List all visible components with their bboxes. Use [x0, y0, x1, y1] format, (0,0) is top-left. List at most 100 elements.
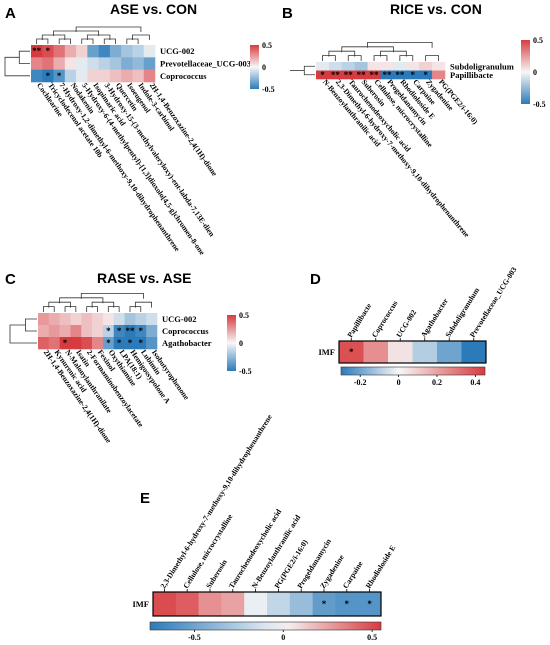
heatmap-cell	[38, 325, 50, 338]
heatmap-cell	[70, 325, 82, 338]
significance-mark: **	[382, 70, 392, 80]
heatmap-cell	[153, 592, 177, 617]
column-dendrogram	[43, 293, 152, 312]
heatmap-cell	[59, 325, 71, 338]
significance-mark: *	[106, 338, 111, 348]
heatmap-cell	[124, 325, 136, 338]
row-labels: IMF	[132, 599, 149, 609]
row-dendrogram	[9, 318, 37, 344]
heatmap-cell	[98, 69, 111, 83]
dendro-link	[25, 318, 37, 332]
heatmap-cell	[38, 337, 50, 350]
column-label: 2,3-Dimethyl-6-hydroxy-7-methoxy-9,10-di…	[158, 412, 274, 590]
colorbar-tick-label: 0.5	[533, 36, 543, 45]
heatmap-cell	[412, 341, 438, 364]
significance-mark: **	[125, 326, 135, 336]
heatmap-cell	[42, 69, 54, 83]
heatmap-cell	[87, 57, 99, 70]
heatmap-cell	[367, 62, 381, 71]
panel-title: ASE vs. CON	[110, 1, 197, 17]
significance-mark: *	[322, 599, 327, 609]
heatmap-cell	[267, 592, 291, 617]
heatmap-cell	[388, 341, 413, 364]
heatmap-cell	[64, 57, 77, 70]
heatmap-cell	[87, 45, 99, 58]
dendro-link	[18, 50, 30, 64]
colorbar-gradient	[250, 45, 259, 89]
colorbar-tick-label: 0	[397, 378, 401, 387]
heatmap-cell	[393, 70, 407, 80]
heatmap-cell	[432, 62, 446, 71]
heatmap-cells: * * *	[153, 592, 382, 617]
heatmap-cell	[221, 592, 245, 617]
colorbar-tick-label: 0	[262, 63, 266, 72]
heatmap-cell	[328, 62, 343, 71]
significance-mark: **	[395, 70, 405, 80]
heatmap-cell	[437, 341, 462, 364]
column-label: Rhodioloside E	[364, 544, 398, 590]
heatmap-cell	[132, 69, 145, 83]
heatmap-cell	[363, 341, 389, 364]
row-label: Coprococcus	[162, 326, 209, 336]
row-dendrogram	[290, 65, 315, 76]
heatmap-cell	[76, 57, 88, 70]
heatmap-cell	[81, 325, 93, 338]
heatmap-cell	[135, 313, 147, 326]
heatmap-cell	[76, 69, 88, 83]
heatmap-cell	[143, 69, 156, 83]
dendro-link	[367, 42, 433, 48]
heatmap-cell	[98, 45, 111, 58]
significance-mark: *	[128, 338, 133, 348]
heatmap-cell	[354, 62, 368, 71]
heatmap-cell	[406, 70, 420, 80]
column-labels: 2,3-Dimethyl-6-hydroxy-7-methoxy-9,10-di…	[158, 412, 397, 592]
heatmap-cell	[81, 313, 93, 326]
column-label: UCG-002	[394, 308, 418, 339]
panel-label: D	[310, 271, 321, 288]
heatmap-cell	[31, 69, 43, 83]
colorbar: 0.5 0 -0.5	[521, 36, 546, 109]
heatmap-cell	[31, 45, 43, 58]
panel-a: A ASE vs. CON** ** *UCG-002Prevotellaceae_U…	[4, 1, 275, 257]
heatmap-cell	[432, 70, 446, 80]
heatmap-cell	[367, 70, 381, 80]
colorbar-tick-label: 0.2	[432, 378, 442, 387]
heatmap-cell	[113, 313, 125, 326]
heatmap-cell	[143, 45, 156, 58]
significance-mark: *	[46, 46, 51, 56]
column-label: Suberosin	[204, 557, 229, 590]
heatmap-border	[338, 340, 487, 364]
heatmap-cell	[76, 45, 88, 58]
heatmap-cell	[406, 62, 420, 71]
row-label: Agathobacter	[162, 338, 212, 348]
column-labels: 2H-1,4-Benzoxazine-2,4(1H)-dioneKynureni…	[42, 348, 192, 445]
colorbar-gradient	[340, 366, 486, 376]
heatmap-cell	[358, 592, 382, 617]
heatmap-cell	[102, 337, 115, 350]
significance-mark: **	[344, 70, 354, 80]
dendro-link	[132, 34, 150, 40]
panel-label: E	[140, 490, 150, 507]
significance-mark: *	[411, 70, 416, 80]
colorbar: 0.5 0 -0.5	[227, 311, 252, 376]
significance-mark: **	[370, 70, 380, 80]
row-label: Prevotellaceae_UCG-003	[160, 59, 251, 69]
heatmap-cells: * ** ** ** ** ** ** * *	[316, 62, 446, 80]
colorbar-tick-label: 0.5	[239, 311, 249, 320]
heatmap-cell	[175, 592, 199, 617]
significance-mark: *	[46, 71, 51, 81]
heatmap-cell	[146, 337, 158, 350]
heatmap-cell	[341, 70, 355, 80]
heatmap-cell	[42, 57, 54, 70]
dendro-link	[303, 65, 315, 76]
heatmap-cell	[109, 57, 122, 70]
heatmap-cell	[38, 313, 50, 326]
heatmap-cell	[109, 45, 122, 58]
row-label: Coprococcus	[160, 71, 207, 81]
heatmap-cell	[48, 337, 60, 350]
significance-mark: *	[57, 71, 62, 81]
panel-c: C RASE vs. ASE* * ** ** * * * *UCG-002Coprococcu…	[5, 270, 252, 445]
